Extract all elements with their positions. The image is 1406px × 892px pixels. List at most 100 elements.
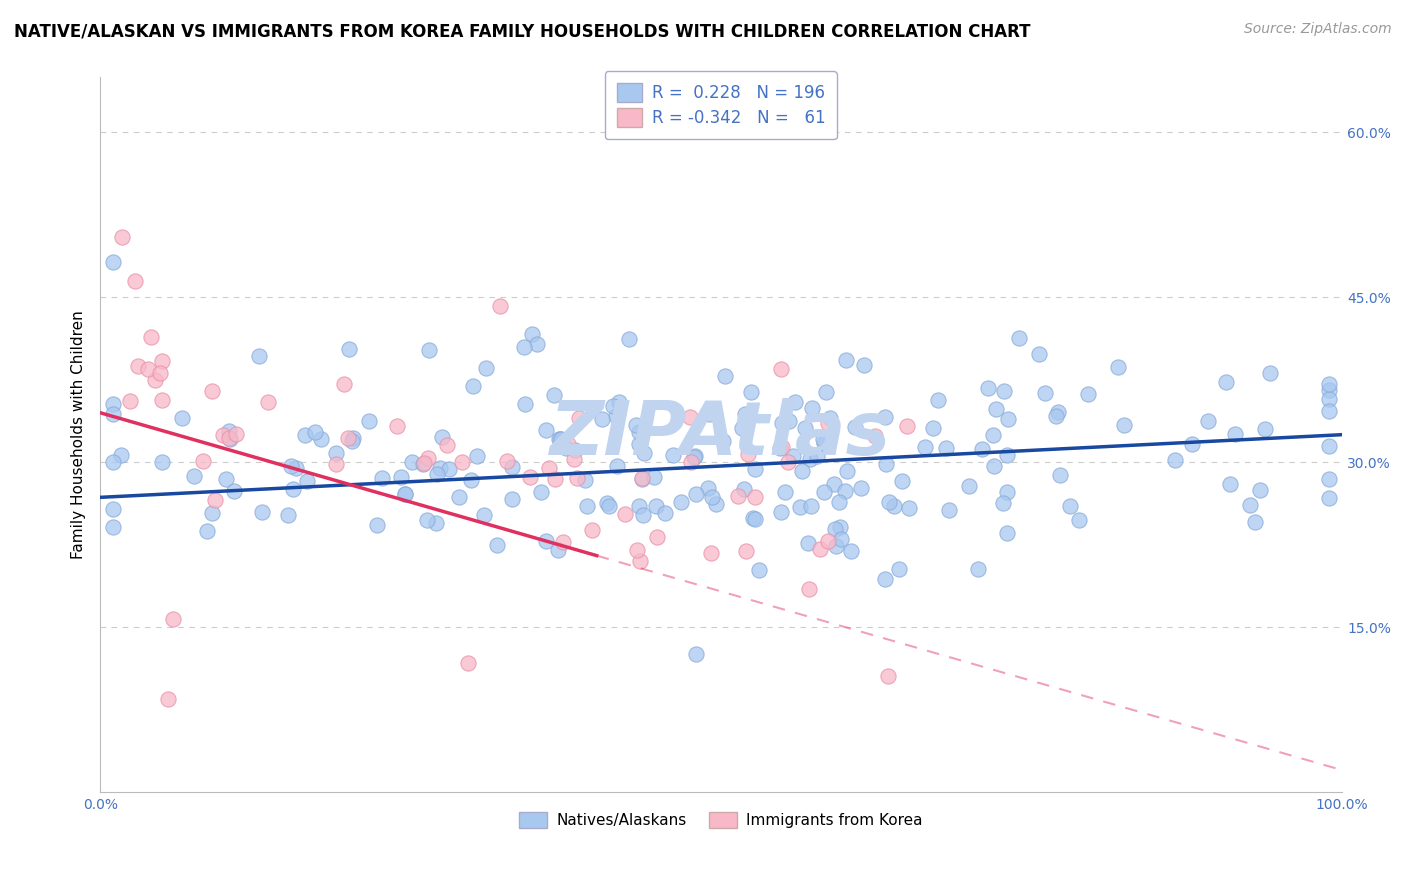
Point <box>800 401 823 415</box>
Point <box>825 539 848 553</box>
Point <box>371 471 394 485</box>
Point <box>922 421 945 435</box>
Point <box>898 501 921 516</box>
Point <box>776 455 799 469</box>
Point <box>1077 387 1099 401</box>
Point <box>628 425 651 440</box>
Point <box>429 460 451 475</box>
Point <box>778 414 800 428</box>
Point <box>451 455 474 469</box>
Point <box>157 691 180 706</box>
Point <box>813 436 835 450</box>
Point <box>700 546 723 560</box>
Point <box>740 384 762 399</box>
Point <box>733 482 755 496</box>
Point <box>418 343 440 357</box>
Point <box>325 446 347 460</box>
Point <box>496 454 519 468</box>
Point <box>304 425 326 439</box>
Point <box>519 470 541 484</box>
Point <box>789 500 811 514</box>
Point <box>118 394 141 409</box>
Point <box>280 459 302 474</box>
Point <box>679 409 702 424</box>
Point <box>769 361 792 376</box>
Point <box>981 428 1004 442</box>
Point <box>662 448 685 462</box>
Point <box>501 460 523 475</box>
Point <box>938 503 960 517</box>
Point <box>567 471 589 485</box>
Point <box>744 512 766 526</box>
Point <box>817 533 839 548</box>
Point <box>1317 384 1340 398</box>
Point <box>596 496 619 510</box>
Point <box>1317 392 1340 407</box>
Point <box>415 512 437 526</box>
Point <box>602 399 624 413</box>
Point <box>538 461 561 475</box>
Point <box>225 426 247 441</box>
Point <box>1107 359 1129 374</box>
Point <box>574 473 596 487</box>
Point <box>744 462 766 476</box>
Point <box>1181 437 1204 451</box>
Point <box>617 332 640 346</box>
Point <box>735 543 758 558</box>
Point <box>136 362 159 376</box>
Point <box>1317 376 1340 391</box>
Point <box>474 508 496 522</box>
Point <box>143 373 166 387</box>
Point <box>748 563 770 577</box>
Point <box>782 449 804 463</box>
Point <box>841 543 863 558</box>
Point <box>218 424 240 438</box>
Point <box>101 255 124 269</box>
Point <box>799 451 821 466</box>
Point <box>714 368 737 383</box>
Point <box>984 402 1007 417</box>
Point <box>835 464 858 478</box>
Point <box>626 542 648 557</box>
Point <box>325 457 347 471</box>
Point <box>824 522 846 536</box>
Point <box>737 447 759 461</box>
Text: ZIPAtlas: ZIPAtlas <box>550 398 891 471</box>
Point <box>633 446 655 460</box>
Point <box>823 477 845 491</box>
Point <box>387 419 409 434</box>
Point <box>679 455 702 469</box>
Point <box>1239 498 1261 512</box>
Point <box>333 376 356 391</box>
Point <box>1198 414 1220 428</box>
Point <box>1045 409 1067 423</box>
Point <box>437 462 460 476</box>
Point <box>568 411 591 425</box>
Point <box>1244 515 1267 529</box>
Point <box>520 326 543 341</box>
Point <box>425 516 447 530</box>
Point <box>150 455 173 469</box>
Point <box>727 489 749 503</box>
Point <box>101 501 124 516</box>
Point <box>654 506 676 520</box>
Point <box>1215 376 1237 390</box>
Point <box>460 473 482 487</box>
Point <box>461 379 484 393</box>
Point <box>628 437 651 451</box>
Point <box>124 274 146 288</box>
Point <box>1258 366 1281 380</box>
Point <box>734 407 756 421</box>
Point <box>993 496 1015 510</box>
Point <box>212 427 235 442</box>
Point <box>875 572 897 586</box>
Point <box>631 508 654 522</box>
Point <box>191 453 214 467</box>
Point <box>797 536 820 550</box>
Point <box>731 421 754 435</box>
Point <box>983 459 1005 474</box>
Point <box>162 612 184 626</box>
Point <box>536 424 558 438</box>
Point <box>697 407 720 421</box>
Point <box>110 448 132 462</box>
